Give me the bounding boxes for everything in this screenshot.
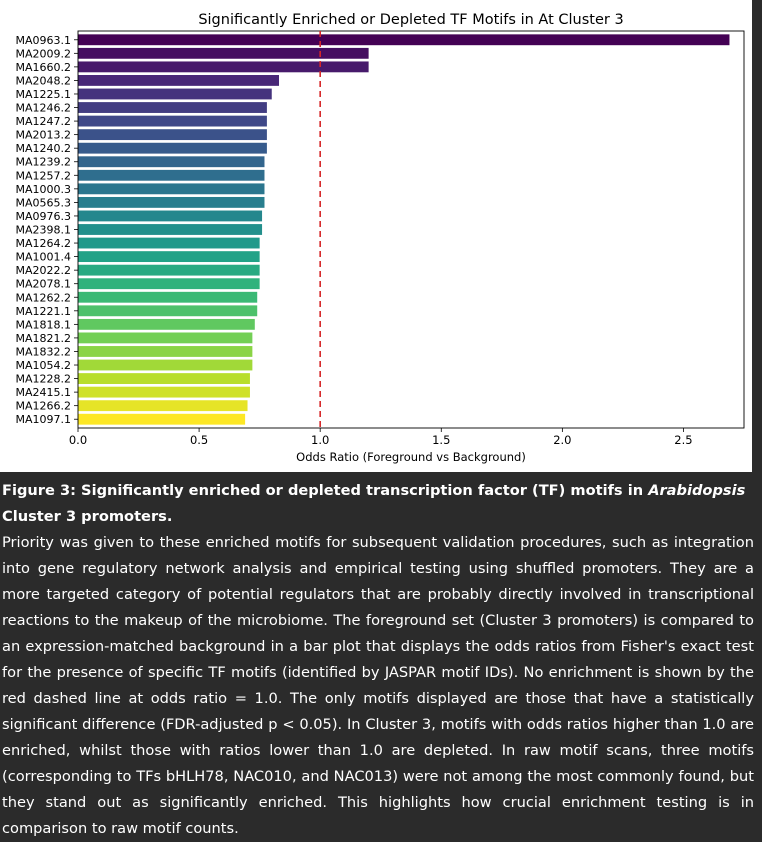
bar-MA2048.2 bbox=[78, 75, 280, 86]
bar-MA1660.2 bbox=[78, 61, 369, 73]
x-tick-label: 2.0 bbox=[553, 433, 571, 447]
bar-MA1247.2 bbox=[78, 115, 267, 127]
bar-MA2078.1 bbox=[78, 278, 260, 290]
bar-MA1257.2 bbox=[78, 169, 265, 181]
chart-title: Significantly Enriched or Depleted TF Mo… bbox=[198, 12, 623, 28]
x-tick-label: 1.0 bbox=[311, 433, 329, 447]
bar-chart: Significantly Enriched or Depleted TF Mo… bbox=[15, 12, 745, 464]
bar-MA0565.3 bbox=[78, 196, 265, 208]
figure-panel: Significantly Enriched or Depleted TF Mo… bbox=[0, 0, 752, 472]
caption-title-pre: Figure 3: Significantly enriched or depl… bbox=[2, 482, 649, 499]
y-tick-label: MA1001.4 bbox=[15, 251, 71, 264]
bar-MA1239.2 bbox=[78, 156, 265, 168]
y-tick-label: MA1097.1 bbox=[15, 413, 71, 426]
bar-MA2415.1 bbox=[78, 386, 250, 398]
bar-MA1832.2 bbox=[78, 346, 253, 357]
bar-MA2398.1 bbox=[78, 224, 263, 235]
x-tick-label: 0.0 bbox=[69, 433, 87, 447]
y-tick-label: MA1239.2 bbox=[15, 156, 71, 169]
bar-MA1221.1 bbox=[78, 305, 258, 317]
y-tick-label: MA1000.3 bbox=[15, 183, 71, 196]
x-tick-label: 1.5 bbox=[432, 433, 450, 447]
y-tick-label: MA1240.2 bbox=[15, 142, 71, 155]
bar-MA1228.2 bbox=[78, 373, 250, 384]
x-ticks: 0.0 0.5 1.0 1.5 2.0 2.5 bbox=[69, 428, 693, 447]
bar-MA1001.4 bbox=[78, 251, 260, 263]
y-tick-label: MA2013.2 bbox=[15, 129, 71, 142]
bars-group bbox=[78, 34, 730, 425]
bar-MA1246.2 bbox=[78, 102, 267, 113]
bar-MA1000.3 bbox=[78, 183, 265, 195]
caption-title-post: Cluster 3 promoters. bbox=[2, 508, 173, 525]
bar-MA2013.2 bbox=[78, 129, 267, 141]
bar-MA1054.2 bbox=[78, 359, 253, 371]
y-tick-label: MA0565.3 bbox=[15, 196, 71, 209]
y-tick-label: MA1266.2 bbox=[15, 400, 71, 413]
y-tick-label: MA2415.1 bbox=[15, 386, 71, 399]
y-tick-label: MA1247.2 bbox=[15, 115, 71, 128]
y-tick-label: MA2398.1 bbox=[15, 224, 71, 237]
y-tick-label: MA1262.2 bbox=[15, 291, 71, 304]
y-tick-label: MA1054.2 bbox=[15, 359, 71, 372]
caption-title: Figure 3: Significantly enriched or depl… bbox=[2, 478, 754, 530]
y-tick-label: MA2048.2 bbox=[15, 74, 71, 87]
bar-MA2022.2 bbox=[78, 264, 260, 276]
y-tick-label: MA1264.2 bbox=[15, 237, 71, 250]
bar-MA1262.2 bbox=[78, 291, 258, 303]
y-tick-label: MA1225.1 bbox=[15, 88, 71, 101]
y-tick-label: MA1257.2 bbox=[15, 169, 71, 182]
y-tick-label: MA0963.1 bbox=[15, 34, 71, 47]
y-tick-label: MA1221.1 bbox=[15, 305, 71, 318]
bar-MA1818.1 bbox=[78, 318, 255, 330]
y-tick-label: MA2022.2 bbox=[15, 264, 71, 277]
bar-MA1264.2 bbox=[78, 237, 260, 249]
figure-caption: Figure 3: Significantly enriched or depl… bbox=[2, 478, 754, 842]
y-tick-label: MA0976.3 bbox=[15, 210, 71, 223]
y-tick-label: MA1832.2 bbox=[15, 345, 71, 358]
y-tick-label: MA2078.1 bbox=[15, 278, 71, 291]
caption-title-species: Arabidopsis bbox=[648, 482, 746, 499]
bar-MA1821.2 bbox=[78, 332, 253, 344]
y-tick-labels: MA0963.1MA2009.2MA1660.2MA2048.2MA1225.1… bbox=[15, 34, 78, 426]
caption-body: Priority was given to these enriched mot… bbox=[2, 534, 754, 837]
y-tick-label: MA1818.1 bbox=[15, 318, 71, 331]
x-tick-label: 2.5 bbox=[674, 433, 692, 447]
y-tick-label: MA1246.2 bbox=[15, 102, 71, 115]
bar-MA1266.2 bbox=[78, 400, 248, 412]
y-tick-label: MA1821.2 bbox=[15, 332, 71, 345]
bar-MA1240.2 bbox=[78, 142, 267, 154]
bar-MA1097.1 bbox=[78, 413, 246, 425]
bar-MA0976.3 bbox=[78, 210, 263, 222]
bar-MA1225.1 bbox=[78, 88, 272, 100]
y-tick-label: MA1660.2 bbox=[15, 61, 71, 74]
y-tick-label: MA1228.2 bbox=[15, 373, 71, 386]
plot-frame bbox=[77, 30, 745, 429]
bar-MA2009.2 bbox=[78, 47, 369, 59]
y-tick-label: MA2009.2 bbox=[15, 47, 71, 60]
x-axis-label: Odds Ratio (Foreground vs Background) bbox=[296, 450, 526, 464]
bar-MA0963.1 bbox=[78, 34, 730, 46]
x-tick-label: 0.5 bbox=[190, 433, 208, 447]
